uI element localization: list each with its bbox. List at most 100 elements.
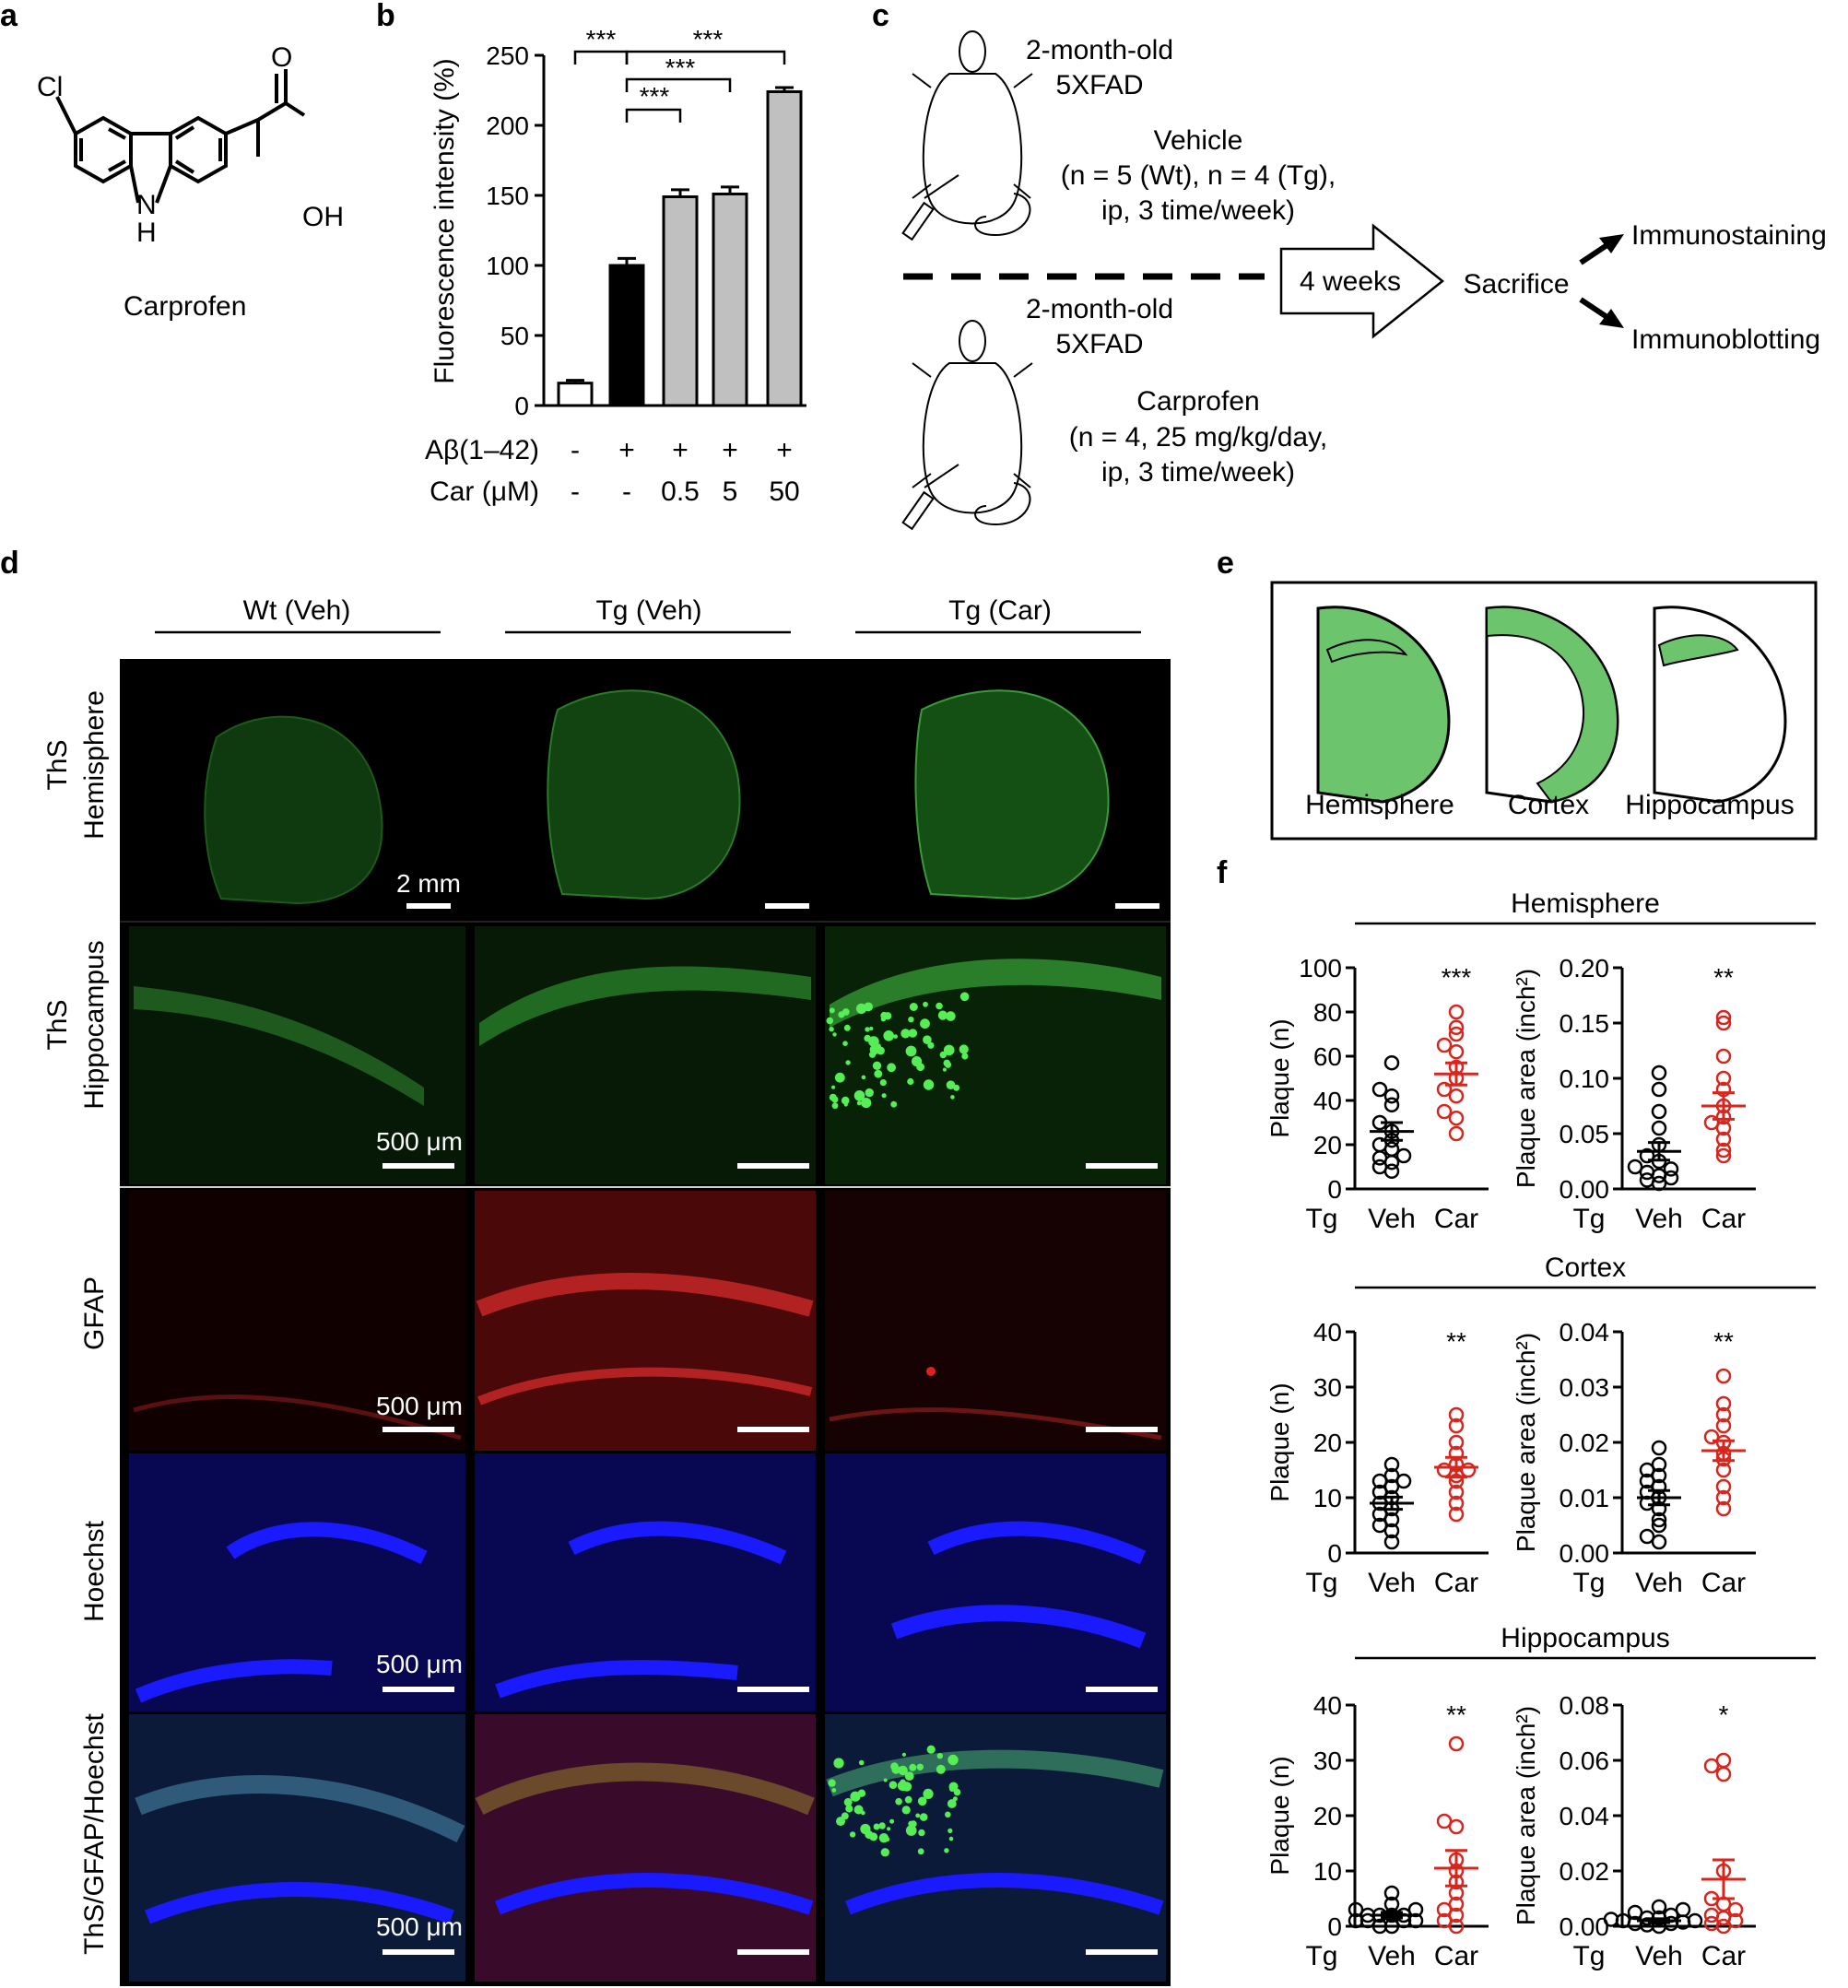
scatter-point-car — [1448, 1918, 1465, 1935]
plaque-spot — [900, 1029, 911, 1039]
scatter-y-tick-label: 0.01 — [1560, 1484, 1610, 1512]
plaque-spot — [845, 1805, 853, 1813]
scale-bar-hoechst-3 — [1086, 1687, 1158, 1692]
sig-stars-1: *** — [586, 25, 617, 53]
scatter-point-veh — [1371, 1918, 1388, 1935]
plaque-spot — [843, 1024, 851, 1031]
plaque-spot — [947, 1799, 957, 1808]
scatter-group-prefix: Tg — [1572, 1568, 1605, 1598]
plaque-spot — [945, 1811, 951, 1818]
plaque-spot — [950, 1095, 955, 1100]
scatter-point-car — [1448, 1484, 1465, 1500]
plaque-spot — [916, 1063, 924, 1072]
scale-bar-gfap-3 — [1086, 1427, 1158, 1432]
scale-bar-hippo-2 — [737, 1163, 809, 1169]
plaque-spot — [845, 1060, 851, 1065]
region-label-hemisphere: Hemisphere — [1305, 790, 1454, 820]
scatter-point-veh — [1383, 1456, 1400, 1473]
plaque-spot — [832, 1032, 837, 1037]
scatter-point-car — [1448, 1417, 1465, 1434]
scatter-point-car — [1460, 1462, 1477, 1478]
scatter-point-veh — [1651, 1899, 1667, 1915]
scatter-y-tick-label: 30 — [1313, 1373, 1342, 1402]
scatter-point-veh — [1651, 1103, 1667, 1120]
scatter-point-veh — [1371, 1506, 1388, 1523]
scatter-point-veh — [1639, 1164, 1655, 1181]
abeta-row-label: Aβ(1–42) — [425, 435, 539, 465]
carprofen-detail-1: (n = 4, 25 mg/kg/day, — [1069, 422, 1327, 453]
plaque-spot — [920, 1018, 930, 1029]
plaque-spot — [865, 1088, 874, 1098]
scatter-y-tick-label: 10 — [1313, 1484, 1342, 1512]
scatter-y-tick-label: 40 — [1313, 1318, 1342, 1347]
car-value-1: - — [571, 476, 580, 507]
bar-chart-y-tick-label: 250 — [486, 41, 529, 70]
row-label-ths-2: ThS — [42, 999, 73, 1050]
scatter-hippocampus-count: 0 10 20 30 40 Plaque (n) Tg Veh Car ** — [1265, 1691, 1489, 1971]
plaque-spot — [946, 1011, 956, 1021]
scatter-point-veh — [1383, 1467, 1400, 1484]
plaque-spot — [858, 1759, 865, 1766]
scatter-group-label-car: Car — [1701, 1204, 1746, 1234]
region-label-cortex: Cortex — [1508, 790, 1589, 820]
bar-chart-y-axis-label: Fluorescence intensity (%) — [430, 58, 460, 383]
plaque-spot — [908, 1029, 918, 1038]
panel-label-d: d — [0, 546, 19, 581]
vehicle-title: Vehicle — [1154, 125, 1243, 156]
vehicle-detail-2: ip, 3 time/week) — [1101, 195, 1295, 226]
plaque-spot — [959, 1044, 969, 1054]
scatter-group-prefix: Tg — [1305, 1204, 1337, 1234]
region-hemisphere-diagram — [1316, 606, 1451, 804]
plaque-spot — [880, 1017, 887, 1022]
scatter-point-car — [1436, 1912, 1453, 1929]
bar-3 — [662, 195, 699, 407]
scale-bar-hemi-1 — [406, 903, 451, 909]
panel-label-c: c — [872, 0, 889, 33]
n-atom-label: N — [136, 190, 157, 220]
plaque-spot — [829, 1007, 835, 1014]
bar-1 — [557, 382, 594, 407]
scatter-point-veh — [1383, 1512, 1400, 1528]
scatter-y-tick-label: 0.10 — [1560, 1065, 1610, 1093]
scatter-y-tick-label: 0 — [1327, 1539, 1342, 1568]
scatter-point-car — [1715, 1131, 1732, 1147]
scatter-significance: ** — [1446, 1700, 1466, 1729]
scatter-point-car — [1448, 1907, 1465, 1923]
scale-bar-gfap-1 — [383, 1427, 454, 1432]
abeta-value-5: + — [776, 435, 793, 465]
scatter-y-tick-label: 60 — [1313, 1042, 1342, 1071]
plaque-spot — [883, 1030, 894, 1041]
plaque-spot — [917, 1848, 924, 1855]
scatter-point-veh — [1651, 1467, 1667, 1484]
scatter-point-car — [1448, 1026, 1465, 1042]
scatter-y-tick-label: 0.00 — [1560, 1539, 1610, 1568]
scatter-point-car — [1448, 1818, 1465, 1835]
scatter-point-car — [1703, 1114, 1720, 1131]
hydroxyl-label: OH — [302, 202, 344, 232]
plaque-spot — [904, 1771, 914, 1781]
scatter-point-car — [1448, 1434, 1465, 1451]
scatter-point-car — [1715, 1395, 1732, 1412]
plaque-spot — [873, 1823, 880, 1830]
plaque-spot — [948, 1836, 954, 1841]
scatter-y-tick-label: 0 — [1327, 1912, 1342, 1941]
scatter-point-car — [1436, 1813, 1453, 1829]
scatter-group-prefix: Tg — [1572, 1204, 1605, 1234]
scatter-point-veh — [1395, 1147, 1412, 1164]
car-value-4: 5 — [723, 476, 738, 507]
scatter-point-car — [1715, 1417, 1732, 1434]
panel-label-e: e — [1217, 546, 1234, 581]
scatter-point-veh — [1407, 1901, 1424, 1918]
scale-label-500um-2: 500 μm — [376, 1392, 463, 1420]
scatter-y-tick-label: 0.06 — [1560, 1747, 1610, 1775]
plaque-spot — [901, 1806, 911, 1815]
scatter-point-car — [1703, 1429, 1720, 1445]
plaque-spot — [936, 1764, 946, 1774]
timeline-arrow — [1279, 223, 1445, 339]
plaque-spot — [923, 1788, 934, 1799]
plaque-spot — [861, 1075, 866, 1080]
hemisphere-tg-veh — [547, 689, 741, 900]
scatter-y-tick-label: 100 — [1299, 954, 1342, 982]
region-cortex-diagram — [1485, 606, 1619, 804]
